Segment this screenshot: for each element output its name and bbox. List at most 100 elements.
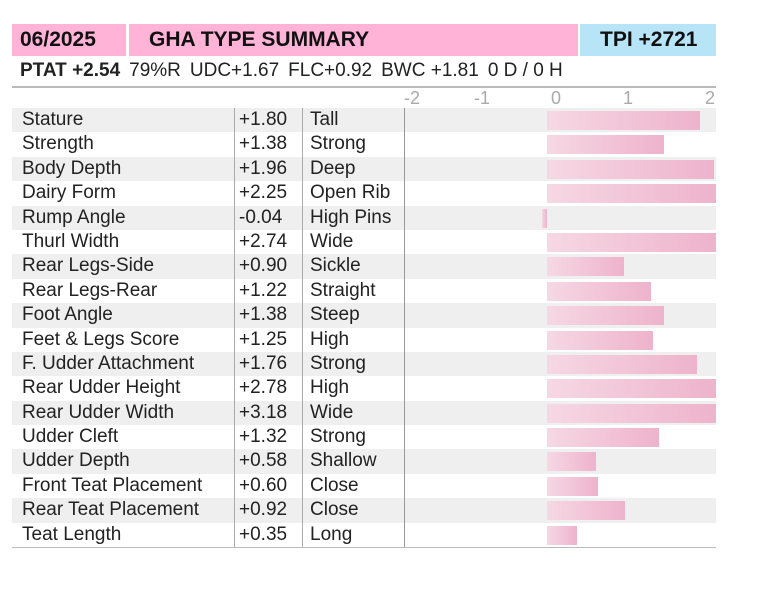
- trait-bar: [547, 306, 665, 326]
- trait-value: +2.74: [234, 229, 302, 255]
- trait-bar: [547, 354, 697, 374]
- table-row: Rear Udder Width +3.18 Wide: [12, 400, 716, 426]
- trait-bar: [547, 135, 665, 155]
- axis-tick: -1: [473, 88, 491, 108]
- trait-name: Rear Teat Placement: [22, 499, 200, 521]
- trait-name: Rear Udder Height: [22, 377, 181, 399]
- axis-tick: 1: [622, 88, 634, 108]
- trait-bar: [547, 159, 714, 179]
- trait-name: Rear Legs-Rear: [22, 279, 158, 301]
- table-row: Rear Udder Height +2.78 High: [12, 376, 716, 401]
- trait-name: Strength: [22, 133, 94, 155]
- trait-description: Strong: [302, 425, 366, 450]
- udc-value: UDC+1.67: [189, 60, 280, 81]
- summary-line: PTAT +2.54 79%R UDC+1.67 FLC+0.92 BWC +1.81 0…: [20, 60, 572, 82]
- trait-description: Deep: [302, 156, 355, 182]
- trait-bar: [547, 525, 577, 545]
- trait-description: Open Rib: [302, 181, 390, 206]
- trait-description: Long: [302, 522, 352, 548]
- trait-bar: [547, 428, 660, 448]
- trait-description: Shallow: [302, 449, 377, 474]
- trait-description: Tall: [302, 108, 339, 133]
- trait-bar: [547, 476, 598, 496]
- trait-value: +0.35: [234, 522, 302, 548]
- divider: [12, 86, 716, 88]
- trait-bar: [541, 208, 547, 228]
- trait-name: Teat Length: [22, 523, 122, 545]
- table-row: Body Depth +1.96 Deep: [12, 156, 716, 182]
- trait-value: +3.18: [234, 400, 302, 426]
- trait-value: +1.25: [234, 327, 302, 352]
- table-row: Stature +1.80 Tall: [12, 108, 716, 133]
- daughters-herds: 0 D / 0 H: [487, 60, 563, 81]
- table-row: Rump Angle -0.04 High Pins: [12, 205, 716, 230]
- trait-bar: [547, 232, 716, 252]
- table-row: Dairy Form +2.25 Open Rib: [12, 181, 716, 206]
- bwc-value: BWC +1.81: [381, 60, 479, 81]
- trait-description: Strong: [302, 351, 366, 377]
- axis-tick: 0: [550, 88, 562, 108]
- trait-name: Thurl Width: [22, 230, 120, 252]
- table-row: Rear Legs-Side +0.90 Sickle: [12, 254, 716, 279]
- trait-value: +0.60: [234, 473, 302, 499]
- trait-description: Steep: [302, 303, 360, 328]
- trait-description: Wide: [302, 400, 353, 426]
- trait-bar: [547, 501, 626, 521]
- page-title: GHA TYPE SUMMARY: [129, 24, 578, 56]
- trait-description: Wide: [302, 229, 353, 255]
- trait-name: Rear Legs-Side: [22, 255, 155, 277]
- axis-tick: 2: [704, 88, 716, 108]
- traits-table: Stature +1.80 Tall Strength +1.38 Strong Body …: [12, 108, 716, 548]
- tpi-badge: TPI +2721: [580, 24, 716, 56]
- trait-name: Feet & Legs Score: [22, 328, 180, 350]
- trait-value: +1.38: [234, 132, 302, 157]
- table-row: Udder Depth +0.58 Shallow: [12, 449, 716, 474]
- trait-name: Front Teat Placement: [22, 474, 203, 496]
- trait-value: +1.38: [234, 303, 302, 328]
- trait-description: Strong: [302, 132, 366, 157]
- trait-name: Udder Cleft: [22, 426, 119, 448]
- trait-value: -0.04: [234, 205, 302, 230]
- trait-name: Dairy Form: [22, 182, 116, 204]
- trait-description: High: [302, 376, 349, 401]
- trait-bar: [547, 403, 716, 423]
- table-row: Rear Teat Placement +0.92 Close: [12, 498, 716, 523]
- trait-bar: [547, 379, 716, 399]
- trait-name: Foot Angle: [22, 304, 113, 326]
- trait-bar: [547, 111, 700, 130]
- table-row: Front Teat Placement +0.60 Close: [12, 473, 716, 499]
- trait-name: Stature: [22, 109, 84, 130]
- ptat-value: PTAT +2.54: [20, 60, 121, 81]
- trait-bar: [547, 281, 651, 301]
- trait-value: +1.22: [234, 278, 302, 304]
- flc-value: FLC+0.92: [288, 60, 373, 81]
- trait-description: Sickle: [302, 254, 361, 279]
- axis-tick: -2: [403, 88, 421, 108]
- trait-description: Close: [302, 473, 359, 499]
- table-row: Feet & Legs Score +1.25 High: [12, 327, 716, 352]
- trait-description: Straight: [302, 278, 375, 304]
- trait-description: High: [302, 327, 349, 352]
- trait-name: Rear Udder Width: [22, 401, 175, 423]
- table-row: Strength +1.38 Strong: [12, 132, 716, 157]
- trait-name: Rump Angle: [22, 206, 126, 228]
- table-row: Teat Length +0.35 Long: [12, 522, 716, 548]
- table-row: Udder Cleft +1.32 Strong: [12, 425, 716, 450]
- trait-bar: [547, 330, 654, 350]
- trait-bar: [547, 257, 624, 277]
- trait-value: +2.25: [234, 181, 302, 206]
- trait-value: +1.32: [234, 425, 302, 450]
- trait-value: +1.96: [234, 156, 302, 182]
- trait-value: +1.80: [234, 108, 302, 133]
- table-bottom-line: [12, 547, 716, 548]
- trait-bar: [547, 452, 597, 472]
- table-row: Thurl Width +2.74 Wide: [12, 229, 716, 255]
- trait-value: +2.78: [234, 376, 302, 401]
- chart-axis-line: [404, 108, 405, 548]
- reliability-value: 79%R: [129, 60, 181, 81]
- trait-name: Udder Depth: [22, 450, 130, 472]
- trait-value: +0.90: [234, 254, 302, 279]
- table-row: Rear Legs-Rear +1.22 Straight: [12, 278, 716, 304]
- trait-description: High Pins: [302, 205, 391, 230]
- trait-value: +1.76: [234, 351, 302, 377]
